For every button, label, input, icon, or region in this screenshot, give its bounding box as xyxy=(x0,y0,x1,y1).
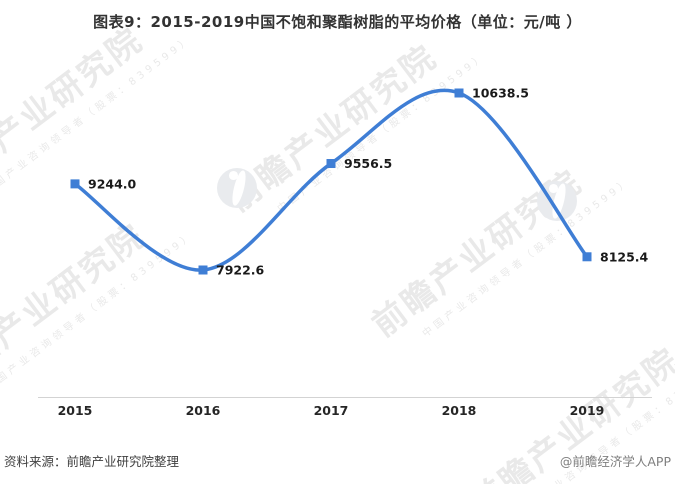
x-axis-label: 2015 xyxy=(58,403,93,418)
x-axis-label: 2018 xyxy=(442,403,477,418)
data-point-label: 9556.5 xyxy=(344,156,392,171)
credit-note: @前瞻经济学人APP xyxy=(559,454,671,469)
x-axis-label: 2016 xyxy=(186,403,221,418)
x-axis-label: 2017 xyxy=(314,403,349,418)
data-point-marker xyxy=(582,252,592,262)
x-axis-label: 2019 xyxy=(570,403,605,418)
data-point-marker xyxy=(326,159,336,169)
source-note: 资料来源：前瞻产业研究院整理 xyxy=(4,454,180,469)
data-point-label: 9244.0 xyxy=(88,176,137,191)
data-point-label: 8125.4 xyxy=(600,249,649,264)
chart-title: 图表9：2015-2019中国不饱和聚酯树脂的平均价格（单位：元/吨 ） xyxy=(93,13,582,31)
data-point-marker xyxy=(198,265,208,275)
price-line-series xyxy=(73,88,589,272)
data-point-label: 7922.6 xyxy=(216,263,265,278)
data-point-marker xyxy=(70,179,80,189)
data-point-marker xyxy=(454,88,464,98)
data-point-label: 10638.5 xyxy=(472,86,529,101)
